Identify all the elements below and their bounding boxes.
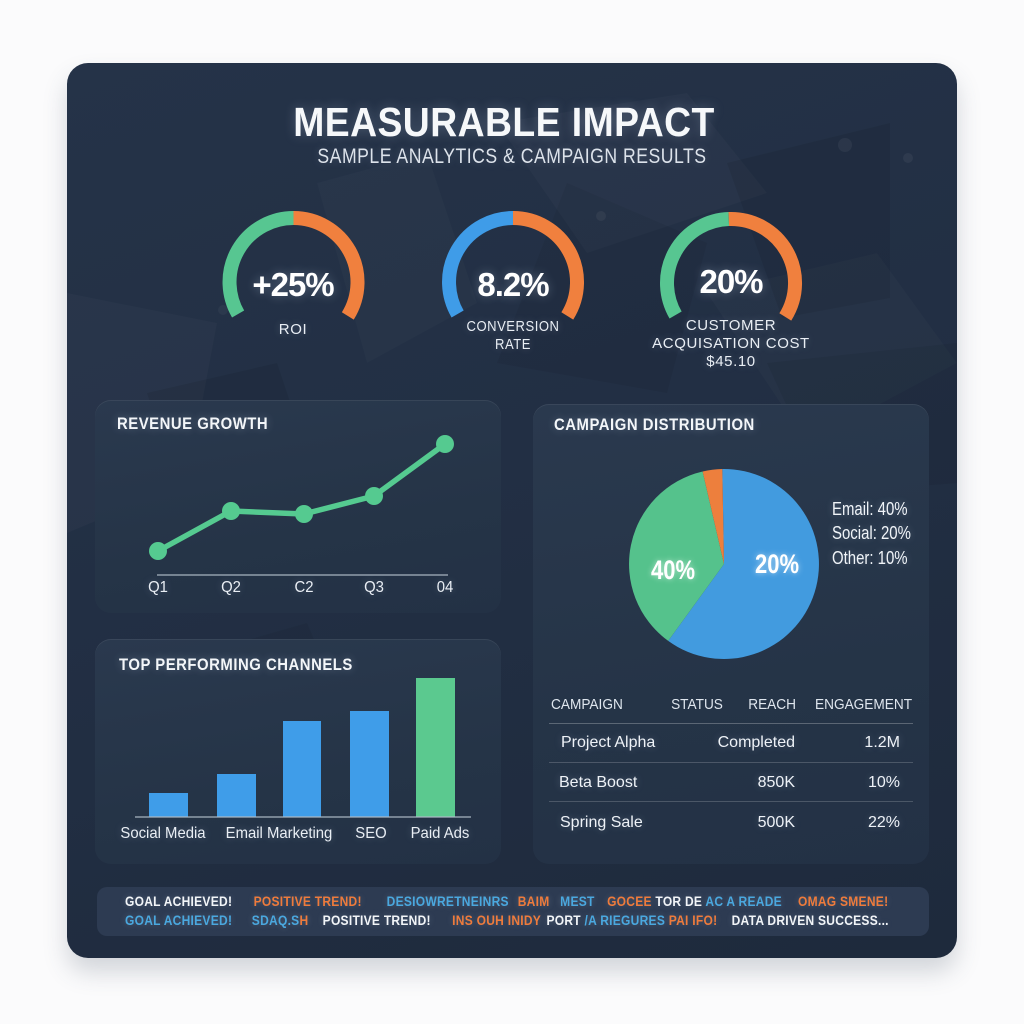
- svg-text:40%: 40%: [651, 555, 695, 585]
- svg-text:40%: 40%: [651, 555, 695, 585]
- svg-text:20%: 20%: [755, 549, 799, 579]
- svg-text:20%: 20%: [755, 549, 799, 579]
